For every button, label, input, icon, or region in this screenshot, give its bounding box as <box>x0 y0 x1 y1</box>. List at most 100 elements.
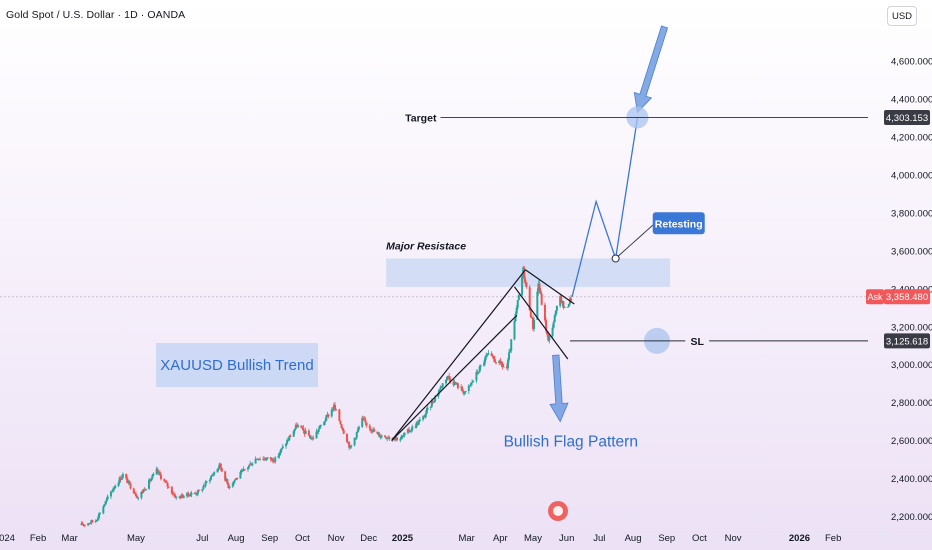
candle-body <box>364 419 367 423</box>
candle-body <box>315 431 318 439</box>
candle-body <box>543 304 546 321</box>
candle-body <box>303 430 306 434</box>
candle-body <box>537 283 540 292</box>
candle-body <box>415 422 418 428</box>
candle-body <box>182 496 185 498</box>
time-tick-label: Aug <box>625 533 642 544</box>
candle-body <box>396 437 399 441</box>
time-tick-label: Aug <box>228 533 245 544</box>
candle-body <box>157 472 160 474</box>
candle-body <box>454 382 457 385</box>
candle-body <box>109 491 112 497</box>
candle-body <box>508 352 511 360</box>
candle-body <box>392 439 395 441</box>
price-tick-label: 3,800.000 <box>891 208 932 219</box>
candle-body <box>266 457 269 459</box>
candle-body <box>513 321 516 340</box>
candle-body <box>560 296 563 303</box>
candle-body <box>96 518 99 521</box>
candle-body <box>156 468 159 473</box>
candle-body <box>332 404 335 410</box>
price-tick-label: 4,600.000 <box>891 57 932 68</box>
candle-body <box>510 339 513 351</box>
candle-body <box>354 437 357 439</box>
candle-body <box>302 427 305 431</box>
candle-body <box>406 429 409 433</box>
candle-body <box>311 437 314 439</box>
target-level-tag-label: 4,303.153 <box>886 113 928 124</box>
candle-body <box>377 433 380 435</box>
candle-body <box>516 300 519 308</box>
ask-tag <box>866 289 884 305</box>
candle-body <box>193 492 196 494</box>
candle-body <box>292 431 295 437</box>
candle-body <box>357 426 360 430</box>
candle-body <box>484 357 487 363</box>
candle-body <box>285 443 288 447</box>
time-tick-label: Oct <box>295 533 310 544</box>
candle-body <box>317 428 320 432</box>
candle-body <box>212 474 215 476</box>
candle-body <box>463 392 466 394</box>
candle-body <box>341 427 344 431</box>
price-tick-label: 4,000.000 <box>891 170 932 181</box>
time-tick-label: Sep <box>261 533 278 544</box>
stop-loss-level-tag-label: 3,125.618 <box>886 336 928 347</box>
candle-body <box>447 376 450 378</box>
candle-body <box>281 446 284 449</box>
candle-body <box>426 407 429 411</box>
candle-body <box>438 389 441 393</box>
event-flag-inner <box>553 506 563 516</box>
candle-body <box>475 372 478 381</box>
candle-body <box>202 486 205 490</box>
candle-body <box>99 513 102 515</box>
candle-body <box>326 414 329 416</box>
candle-body <box>288 436 291 440</box>
candle-body <box>546 330 549 335</box>
candle-body <box>150 478 153 482</box>
candle-body <box>181 494 184 498</box>
candle-body <box>256 458 259 460</box>
candle-body <box>103 504 106 507</box>
candle-body <box>528 287 531 311</box>
price-tick-label: 2,800.000 <box>891 398 932 409</box>
trend-title: XAUUSD Bullish Trend <box>160 357 313 374</box>
bullish-flag-down-arrow <box>549 354 569 423</box>
candle-body <box>309 435 311 439</box>
candle-body <box>187 492 190 495</box>
candle-body <box>155 468 158 474</box>
candle-body <box>211 475 214 477</box>
candle-body <box>517 294 520 301</box>
candle-body <box>293 429 296 432</box>
candle-body <box>540 293 543 305</box>
candle-body <box>371 430 373 432</box>
candle-body <box>117 482 120 486</box>
candle-body <box>502 366 505 368</box>
candle-body <box>539 290 542 294</box>
target-level-tag <box>884 109 930 125</box>
candle-body <box>91 520 94 522</box>
candle-body <box>134 493 137 497</box>
candle-body <box>468 385 471 387</box>
candle-body <box>120 477 123 480</box>
candle-body <box>545 320 548 331</box>
candle-body <box>554 310 557 316</box>
candle-body <box>548 336 551 341</box>
candle-body <box>547 334 550 341</box>
candle-body <box>272 458 275 462</box>
price-axis: 2,200.000 2,400.000 2,600.000 2,800.000 3,00… <box>866 57 932 523</box>
candle-body <box>279 449 282 454</box>
candle-body <box>434 396 437 402</box>
candle-body <box>186 492 189 497</box>
time-tick-label: Oct <box>692 533 707 544</box>
candle-body <box>250 463 253 466</box>
currency-button[interactable]: USD <box>887 6 917 26</box>
candle-body <box>316 431 319 433</box>
candle-body <box>129 483 132 489</box>
candle-body <box>190 492 193 495</box>
candle-body <box>257 459 260 461</box>
candle-body <box>403 432 406 436</box>
price-tick-label: 3,600.000 <box>891 246 932 257</box>
